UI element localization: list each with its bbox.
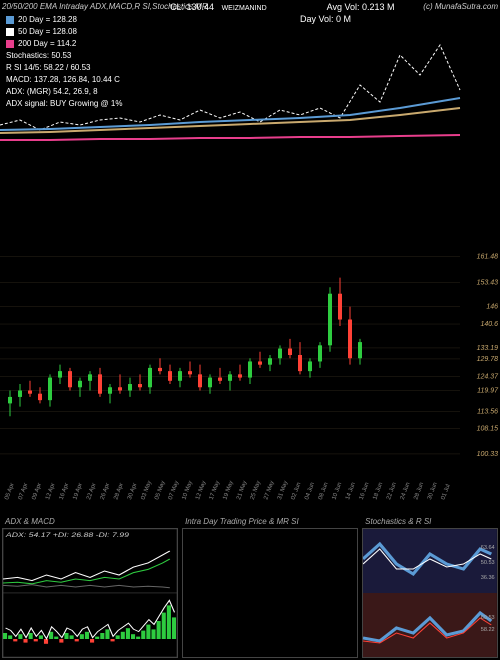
stoch-title: Stochastics & R SI (365, 517, 431, 526)
root: 20/50/200 EMA Intraday ADX,MACD,R SI,Sto… (0, 0, 500, 660)
stoch-panel: Stochastics & R SI 63.6450.5336.3660.535… (362, 528, 498, 658)
svg-text:22 Jun: 22 Jun (386, 482, 398, 501)
svg-text:25 May: 25 May (250, 480, 262, 501)
avg-vol: Avg Vol: 0.213 M (327, 2, 395, 12)
ema-chart (0, 30, 500, 160)
svg-text:02 Jun: 02 Jun (291, 482, 303, 501)
stoch-svg: 63.64 50.53 36.36 60.53 58.22 (363, 529, 497, 657)
svg-text:31 May: 31 May (277, 480, 289, 501)
svg-text:129.78: 129.78 (477, 356, 499, 363)
svg-text:16 Apr: 16 Apr (59, 482, 71, 500)
intra-panel: Intra Day Trading Price & MR SI (182, 528, 358, 658)
svg-text:30 Apr: 30 Apr (127, 482, 139, 500)
svg-text:10 May: 10 May (182, 480, 194, 501)
svg-text:05 May: 05 May (154, 480, 166, 501)
day-vol: Day Vol: 0 M (300, 14, 351, 24)
svg-text:08 Jun: 08 Jun (318, 482, 330, 501)
svg-text:ADX: 54.17 +DI: 26.88 -DI: 7.9: ADX: 54.17 +DI: 26.88 -DI: 7.99 (5, 531, 129, 538)
svg-text:07 Apr: 07 Apr (18, 482, 30, 500)
svg-text:16 Jun: 16 Jun (359, 482, 371, 501)
svg-text:17 May: 17 May (209, 480, 221, 501)
candle-chart: 161.48 153.43 146 140.6 133.19 129.78 124.37 11… (0, 245, 500, 505)
svg-text:108.15: 108.15 (477, 426, 499, 433)
svg-text:10 Jun: 10 Jun (332, 482, 344, 501)
svg-text:140.6: 140.6 (480, 321, 498, 328)
adx-macd-panel: ADX & MACD ADX: 54.17 +DI: 26.88 -DI: 7.… (2, 528, 178, 658)
svg-text:58.22: 58.22 (481, 627, 495, 633)
svg-text:24 Jun: 24 Jun (400, 482, 412, 501)
svg-text:07 May: 07 May (168, 480, 180, 501)
svg-text:113.56: 113.56 (477, 408, 498, 415)
svg-text:03 May: 03 May (141, 480, 153, 501)
svg-text:124.37: 124.37 (477, 373, 500, 380)
svg-text:12 Apr: 12 Apr (45, 482, 57, 500)
svg-text:60.53: 60.53 (481, 615, 495, 621)
svg-text:146: 146 (486, 304, 498, 311)
svg-text:30 Jun: 30 Jun (427, 482, 439, 501)
svg-text:22 Apr: 22 Apr (86, 482, 98, 500)
svg-text:26 Apr: 26 Apr (100, 482, 112, 500)
close-label: CL: 130.44 (170, 2, 214, 12)
top-values: CL: 130.44 WEIZMANIND Avg Vol: 0.213 M (170, 2, 395, 12)
adx-title: ADX & MACD (5, 517, 55, 526)
intra-title: Intra Day Trading Price & MR SI (185, 517, 299, 526)
svg-text:28 Jun: 28 Jun (413, 482, 425, 501)
svg-text:133.19: 133.19 (477, 345, 499, 352)
svg-text:21 May: 21 May (236, 480, 248, 501)
svg-text:01 Jul: 01 Jul (441, 484, 452, 501)
svg-text:12 May: 12 May (195, 480, 207, 501)
svg-text:100.33: 100.33 (477, 451, 499, 458)
svg-text:36.36: 36.36 (481, 575, 495, 581)
ema20-swatch (6, 16, 14, 24)
svg-text:09 Apr: 09 Apr (32, 482, 44, 500)
svg-text:18 Jun: 18 Jun (372, 482, 384, 501)
svg-text:27 May: 27 May (263, 480, 275, 501)
svg-text:19 May: 19 May (222, 480, 234, 501)
adx-svg: ADX: 54.17 +DI: 26.88 -DI: 7.99 (3, 529, 177, 657)
svg-text:04 Jun: 04 Jun (304, 482, 316, 501)
svg-text:161.48: 161.48 (477, 254, 499, 261)
svg-text:28 Apr: 28 Apr (113, 482, 125, 500)
bottom-row: ADX & MACD ADX: 54.17 +DI: 26.88 -DI: 7.… (2, 528, 498, 658)
ema20-text: 20 Day = 128.28 (18, 14, 77, 26)
ticker: WEIZMANIND (222, 5, 267, 12)
header-right: (c) MunafaSutra.com (423, 2, 498, 11)
svg-text:14 Jun: 14 Jun (345, 482, 357, 501)
svg-text:119.97: 119.97 (477, 388, 499, 395)
svg-text:05 Apr: 05 Apr (4, 482, 16, 500)
svg-text:63.64: 63.64 (481, 545, 495, 551)
svg-text:50.53: 50.53 (481, 560, 495, 566)
svg-text:19 Apr: 19 Apr (72, 482, 84, 500)
svg-text:153.43: 153.43 (477, 280, 499, 287)
